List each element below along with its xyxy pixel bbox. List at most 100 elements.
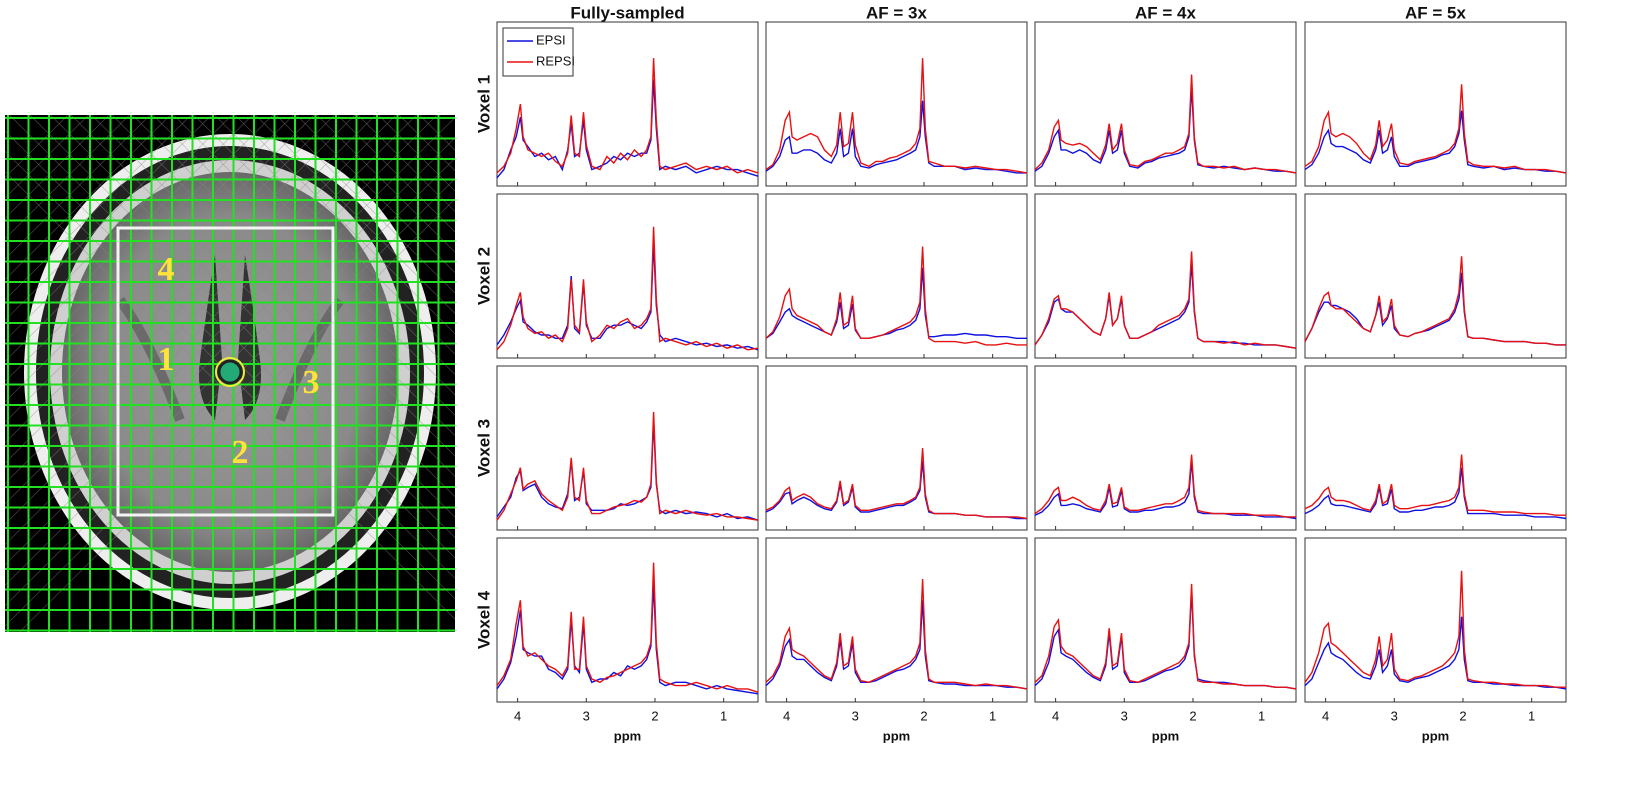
spectrum-line (1304, 570, 1566, 688)
voxel-label: 1 (158, 341, 175, 378)
diag-line (50, 115, 455, 518)
x-tick-label: 2 (1189, 708, 1196, 723)
panel-frame (765, 21, 1028, 187)
panel-frame (496, 193, 759, 359)
panel-frame (496, 365, 759, 531)
x-tick-label: 1 (989, 708, 996, 723)
ventricle (238, 255, 261, 420)
spectrum-line (1034, 583, 1297, 690)
diag-line (296, 115, 455, 274)
column-title: AF = 3x (866, 3, 927, 22)
column-title: Fully-sampled (570, 3, 684, 22)
diag-line (5, 115, 171, 281)
diag-line (5, 115, 151, 260)
spectrum-panel: 4 3 2 1 ppm (1304, 537, 1567, 743)
panel-frame (1304, 193, 1567, 359)
spectrum-panel (1304, 21, 1567, 187)
x-tick-label: 4 (1322, 708, 1329, 723)
spectrum-line (1034, 454, 1296, 518)
spectrum-line (1304, 84, 1567, 174)
column-title: AF = 5x (1405, 3, 1466, 22)
panel-frame (1304, 21, 1567, 187)
diag-line (5, 115, 212, 321)
x-tick-label: 4 (1052, 708, 1059, 723)
spectrum-line (496, 411, 759, 521)
x-tick-label: 3 (852, 708, 859, 723)
x-axis-label: ppm (614, 728, 641, 743)
diag-line (337, 115, 455, 233)
x-tick-label: 3 (583, 708, 590, 723)
spectrum-line (1034, 590, 1297, 690)
voxel-label: 2 (232, 434, 249, 471)
spectrum-panel: 4 3 2 1 ppm (765, 537, 1028, 743)
spectrum-panel (1034, 193, 1297, 359)
spectrum-line (1304, 616, 1567, 690)
x-axis-label: ppm (1422, 728, 1449, 743)
diag-line (214, 115, 455, 355)
diag-line (111, 115, 455, 457)
diag-line (5, 115, 233, 342)
row-label: Voxel 1 (474, 75, 493, 133)
spectrum-line (1304, 454, 1566, 516)
spectrum-panel (765, 21, 1028, 187)
spectrum-panel (1304, 193, 1567, 359)
diag-line (275, 115, 455, 294)
panel-frame (1304, 537, 1567, 703)
spectrum-line (765, 600, 1028, 690)
x-axis-label: ppm (1152, 728, 1179, 743)
diag-line (9, 115, 455, 559)
diag-line (5, 115, 294, 403)
diag-line (193, 115, 455, 375)
panel-frame (765, 193, 1028, 359)
x-tick-label: 1 (1258, 708, 1265, 723)
diag-line (5, 115, 274, 382)
diag-line (70, 115, 455, 498)
x-tick-label: 3 (1391, 708, 1398, 723)
diag-line (5, 178, 455, 627)
spectrum-panel (1304, 365, 1567, 531)
diag-line (152, 115, 455, 416)
diag-line (5, 130, 455, 579)
diag-line (5, 115, 315, 423)
panel-frame (1034, 365, 1297, 531)
diag-line (5, 115, 130, 240)
spectrum-line (1304, 256, 1566, 346)
x-tick-label: 1 (1528, 708, 1535, 723)
spectrum-line (1034, 74, 1297, 174)
diag-line (234, 115, 455, 335)
diag-line (5, 115, 417, 525)
spectrum-line (496, 58, 759, 174)
x-tick-label: 4 (783, 708, 790, 723)
voxel-label: 3 (303, 364, 320, 401)
diag-line (5, 116, 455, 566)
spectrum-panel: 4 3 2 1 ppm (1034, 537, 1297, 743)
voxel-marker (217, 359, 243, 385)
panel-frame (1034, 21, 1297, 187)
legend-box (502, 27, 574, 77)
panel-frame (1034, 537, 1297, 703)
x-tick-label: 3 (1121, 708, 1128, 723)
diag-line (5, 115, 110, 219)
spectrum-panel: EPSI REPSI (496, 21, 759, 187)
legend-label: REPSI (536, 53, 575, 68)
row-label: Voxel 4 (474, 590, 493, 649)
voxel-label: 4 (158, 251, 175, 288)
x-tick-label: 1 (720, 708, 727, 723)
diag-line (316, 115, 455, 253)
spectrum-panel (765, 365, 1028, 531)
spectrum-line (765, 58, 1028, 174)
spectrum-line (496, 79, 759, 179)
spectrum-line (496, 562, 759, 693)
ventricle (199, 255, 222, 420)
diag-line (19, 198, 455, 632)
spectrum-line (496, 583, 759, 695)
spectrum-panel (496, 365, 759, 531)
spectrum-line (496, 243, 759, 351)
x-tick-label: 2 (651, 708, 658, 723)
diag-line (5, 115, 192, 301)
spectrum-panel (1034, 21, 1297, 187)
diag-line (5, 115, 438, 546)
spectrum-line (1304, 467, 1567, 520)
